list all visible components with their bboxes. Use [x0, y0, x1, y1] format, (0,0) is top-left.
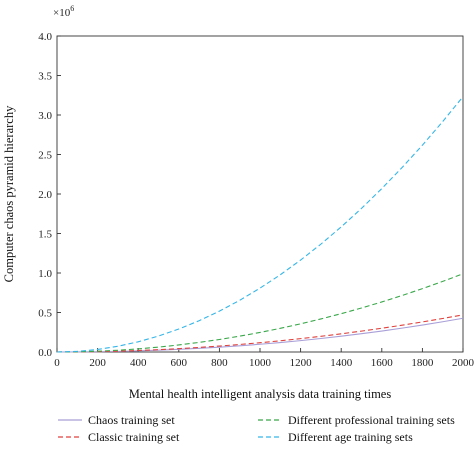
y-tick-label: 2.5 — [38, 150, 52, 162]
x-tick-label: 1200 — [290, 357, 313, 369]
series-line-4 — [56, 96, 464, 353]
y-tick-label: 1.0 — [38, 268, 52, 280]
x-tick-label: 800 — [211, 357, 228, 369]
series-layer — [56, 96, 464, 353]
series-line-3 — [56, 273, 464, 353]
y-tick-label: 0.0 — [38, 347, 52, 359]
plot-frame — [56, 35, 464, 353]
y-tick-label: 3.5 — [38, 71, 52, 83]
x-tick-label: 200 — [89, 357, 106, 369]
x-tick-label: 1400 — [330, 357, 353, 369]
y-tick-label: 2.0 — [38, 189, 52, 201]
x-tick-label: 600 — [171, 357, 188, 369]
x-tick-label: 1000 — [249, 357, 272, 369]
legend: Chaos training set Classic training set Di… — [58, 413, 455, 444]
y-tick-label: 4.0 — [38, 31, 52, 43]
x-axis-label: Mental health intelligent analysis data … — [129, 387, 392, 401]
legend-label-2: Classic training set — [88, 430, 180, 444]
x-tick-label: 0 — [54, 357, 60, 369]
y-axis-multiplier: ×106 — [53, 4, 74, 19]
series-line-1 — [56, 317, 464, 353]
y-tick-label: 3.0 — [38, 110, 52, 122]
y-tick-label: 1.5 — [38, 229, 52, 241]
y-multiplier-exponent: 6 — [70, 4, 74, 13]
y-tick-label: 0.5 — [38, 308, 52, 320]
x-tick-label: 1600 — [371, 357, 394, 369]
legend-label-4: Different age training sets — [288, 430, 413, 444]
legend-label-1: Chaos training set — [88, 413, 175, 427]
ticks-layer: 0 200 400 600 800 1000 1200 1400 1600 1800 2000 0.0… — [38, 31, 474, 369]
y-axis-label: Computer chaos pyramid hierarchy — [2, 105, 16, 282]
legend-label-3: Different professional training sets — [288, 413, 455, 427]
x-tick-label: 2000 — [452, 357, 474, 369]
x-tick-label: 400 — [130, 357, 147, 369]
y-multiplier-base: ×10 — [53, 7, 71, 19]
x-tick-label: 1800 — [411, 357, 434, 369]
series-line-2 — [56, 314, 464, 353]
